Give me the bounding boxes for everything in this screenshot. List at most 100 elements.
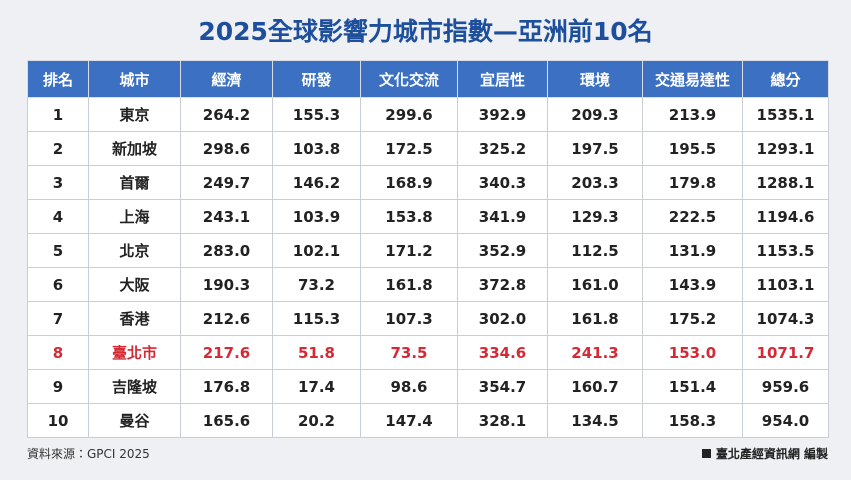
column-header: 總分 [742, 60, 829, 98]
table-cell: 107.3 [360, 301, 458, 336]
table-body: 1 東京 264.2 155.3 299.6 392.9 209.3 213.9 1535.1 2… [27, 97, 829, 438]
table-cell: 1 [27, 97, 89, 132]
table-cell: 283.0 [180, 233, 273, 268]
table-cell: 153.8 [360, 199, 458, 234]
table-cell: 190.3 [180, 267, 273, 302]
table-row: 3 首爾 249.7 146.2 168.9 340.3 203.3 179.8 1288.1 [27, 165, 829, 200]
column-header: 排名 [27, 60, 89, 98]
table-cell: 134.5 [547, 403, 643, 438]
table-cell: 東京 [88, 97, 181, 132]
table-cell: 129.3 [547, 199, 643, 234]
table-cell: 102.1 [272, 233, 361, 268]
table-row: 9 吉隆坡 176.8 17.4 98.6 354.7 160.7 151.4 959.6 [27, 369, 829, 404]
table-cell: 8 [27, 335, 89, 370]
column-header: 研發 [272, 60, 361, 98]
table-cell: 243.1 [180, 199, 273, 234]
table-cell: 354.7 [457, 369, 548, 404]
table-cell: 334.6 [457, 335, 548, 370]
table-cell: 352.9 [457, 233, 548, 268]
table-cell: 264.2 [180, 97, 273, 132]
table-row: 10 曼谷 165.6 20.2 147.4 328.1 134.5 158.3 954.0 [27, 403, 829, 438]
source-note: 資料來源：GPCI 2025 [27, 447, 150, 461]
table-cell: 147.4 [360, 403, 458, 438]
table-cell: 73.5 [360, 335, 458, 370]
table-cell: 954.0 [742, 403, 829, 438]
table-cell: 249.7 [180, 165, 273, 200]
table-cell: 112.5 [547, 233, 643, 268]
table-cell: 1153.5 [742, 233, 829, 268]
ranking-table: 排名 城市 經濟 研發 文化交流 宜居性 環境 交通易達性 總分 1 東京 264.2 155.3 29… [27, 60, 829, 438]
table-cell: 上海 [88, 199, 181, 234]
table-cell: 131.9 [642, 233, 743, 268]
credit: 臺北產經資訊網 編製 [701, 445, 828, 462]
table-cell: 73.2 [272, 267, 361, 302]
table-cell: 143.9 [642, 267, 743, 302]
table-cell: 153.0 [642, 335, 743, 370]
square-icon [701, 449, 711, 458]
table-cell: 10 [27, 403, 89, 438]
table-cell: 325.2 [457, 131, 548, 166]
table-cell: 155.3 [272, 97, 361, 132]
table-cell: 340.3 [457, 165, 548, 200]
table-cell: 171.2 [360, 233, 458, 268]
table-cell: 298.6 [180, 131, 273, 166]
title: 2025全球影響力城市指數—亞洲前10名 [198, 17, 653, 46]
table-cell: 1293.1 [742, 131, 829, 166]
table-cell: 299.6 [360, 97, 458, 132]
table-cell: 151.4 [642, 369, 743, 404]
table-cell: 172.5 [360, 131, 458, 166]
table-cell: 1074.3 [742, 301, 829, 336]
table-row: 8 臺北市 217.6 51.8 73.5 334.6 241.3 153.0 1071.7 [27, 335, 829, 370]
table-cell: 146.2 [272, 165, 361, 200]
table-cell: 20.2 [272, 403, 361, 438]
table-cell: 195.5 [642, 131, 743, 166]
column-header: 環境 [547, 60, 643, 98]
table-cell: 7 [27, 301, 89, 336]
table-cell: 香港 [88, 301, 181, 336]
table-cell: 209.3 [547, 97, 643, 132]
table-cell: 165.6 [180, 403, 273, 438]
table-cell: 103.8 [272, 131, 361, 166]
table-cell: 1071.7 [742, 335, 829, 370]
table-row: 6 大阪 190.3 73.2 161.8 372.8 161.0 143.9 1103.1 [27, 267, 829, 302]
table-cell: 241.3 [547, 335, 643, 370]
table-cell: 臺北市 [88, 335, 181, 370]
table-cell: 392.9 [457, 97, 548, 132]
table-cell: 160.7 [547, 369, 643, 404]
table-cell: 103.9 [272, 199, 361, 234]
table-cell: 2 [27, 131, 89, 166]
table-cell: 1288.1 [742, 165, 829, 200]
table-cell: 176.8 [180, 369, 273, 404]
table-cell: 曼谷 [88, 403, 181, 438]
table-cell: 212.6 [180, 301, 273, 336]
column-header: 文化交流 [360, 60, 458, 98]
column-header: 交通易達性 [642, 60, 743, 98]
column-header: 經濟 [180, 60, 273, 98]
column-header: 宜居性 [457, 60, 548, 98]
header-row: 排名 城市 經濟 研發 文化交流 宜居性 環境 交通易達性 總分 [27, 60, 829, 98]
table-cell: 168.9 [360, 165, 458, 200]
table-cell: 158.3 [642, 403, 743, 438]
table-cell: 341.9 [457, 199, 548, 234]
table-cell: 1103.1 [742, 267, 829, 302]
table-cell: 1194.6 [742, 199, 829, 234]
table-cell: 328.1 [457, 403, 548, 438]
table-cell: 1535.1 [742, 97, 829, 132]
table-cell: 17.4 [272, 369, 361, 404]
table-cell: 179.8 [642, 165, 743, 200]
table-cell: 6 [27, 267, 89, 302]
table-cell: 959.6 [742, 369, 829, 404]
table-cell: 98.6 [360, 369, 458, 404]
table-cell: 4 [27, 199, 89, 234]
table-cell: 北京 [88, 233, 181, 268]
table-cell: 吉隆坡 [88, 369, 181, 404]
table-cell: 大阪 [88, 267, 181, 302]
table-row: 2 新加坡 298.6 103.8 172.5 325.2 197.5 195.5 1293.1 [27, 131, 829, 166]
table-cell: 302.0 [457, 301, 548, 336]
table-cell: 161.0 [547, 267, 643, 302]
table-cell: 3 [27, 165, 89, 200]
table-cell: 9 [27, 369, 89, 404]
table-cell: 161.8 [360, 267, 458, 302]
table-row: 1 東京 264.2 155.3 299.6 392.9 209.3 213.9 1535.1 [27, 97, 829, 132]
